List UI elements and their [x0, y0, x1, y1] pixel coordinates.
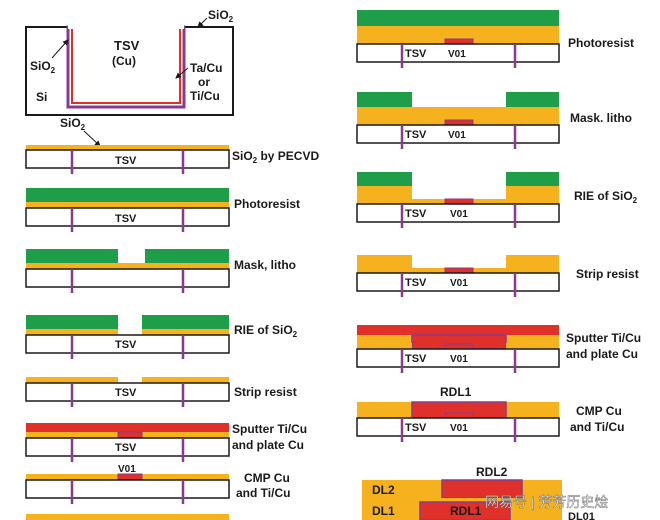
svg-text:RDL1: RDL1 — [450, 504, 482, 518]
step-r-strip-resist: TSV V01 Strip resist — [356, 255, 639, 297]
watermark: 网易号 | 芳芳历史烩 — [485, 494, 609, 510]
step-strip-resist: TSV Strip resist — [25, 377, 297, 407]
barrier-label-1: Ta/Cu — [190, 61, 222, 75]
tsv-detail: SiO2 TSV (Cu) SiO2 Si Ta/Cu or Ti/Cu — [25, 8, 234, 116]
svg-text:TSV: TSV — [405, 129, 427, 141]
step-label: RIE of SiO2 — [574, 189, 638, 205]
tsv-cu-label: (Cu) — [112, 54, 136, 68]
svg-text:DL01: DL01 — [568, 511, 595, 520]
step-r-cmp: RDL1 TSV V01 CMP Cu and Ti/Cu — [356, 385, 624, 442]
svg-text:RDL2: RDL2 — [476, 465, 508, 479]
svg-text:V01: V01 — [450, 423, 468, 434]
si-substrate — [25, 26, 234, 116]
step-label: Mask. litho — [570, 111, 632, 125]
step-label: and Ti/Cu — [570, 420, 624, 434]
svg-text:TSV: TSV — [405, 277, 427, 289]
step-mask-litho: Mask, litho — [25, 249, 296, 293]
step-label: Mask, litho — [234, 258, 296, 272]
svg-text:网易号 | 芳芳历史烩: 网易号 | 芳芳历史烩 — [485, 494, 608, 510]
step-r-sputter-plate: TSV V01 Sputter Ti/Cu and plate Cu — [356, 325, 641, 373]
svg-text:DL1: DL1 — [372, 504, 395, 518]
sio2-left-label: SiO2 — [30, 59, 56, 75]
step-label: RIE of SiO2 — [234, 323, 298, 339]
svg-text:V01: V01 — [448, 130, 466, 141]
step-sputter-plate: TSV Sputter Ti/Cu and plate Cu — [25, 422, 307, 462]
tsv-main-label: TSV — [114, 38, 140, 53]
svg-text:V01: V01 — [450, 354, 468, 365]
barrier-label-2: or — [198, 75, 210, 89]
svg-text:TSV: TSV — [115, 339, 137, 351]
step-r-rie-sio2: TSV V01 RIE of SiO2 — [356, 172, 638, 228]
step-sio2-pecvd: TSV SiO2 by PECVD — [25, 145, 319, 174]
si-label: Si — [36, 90, 47, 104]
sio2-top-label: SiO2 — [208, 8, 234, 24]
step-label: and plate Cu — [566, 347, 638, 361]
step-label: Strip resist — [234, 385, 297, 399]
svg-text:TSV: TSV — [405, 422, 427, 434]
svg-text:V01: V01 — [448, 49, 466, 60]
step-label: CMP Cu — [244, 471, 290, 485]
svg-text:TSV: TSV — [405, 208, 427, 220]
svg-text:V01: V01 — [450, 209, 468, 220]
step-label: Photoresist — [568, 36, 634, 50]
barrier-label-3: Ti/Cu — [190, 89, 220, 103]
svg-text:TSV: TSV — [405, 353, 427, 365]
svg-text:V01: V01 — [450, 278, 468, 289]
step-photoresist: TSV Photoresist — [25, 188, 300, 232]
step-cmp: V01 CMP Cu and Ti/Cu — [25, 464, 290, 520]
svg-text:SiO2: SiO2 — [60, 116, 86, 132]
step-r-dl-stack: RDL2 DL2 DL1 RDL1 DL01 — [362, 465, 595, 520]
svg-text:RDL1: RDL1 — [440, 385, 472, 399]
svg-text:TSV: TSV — [405, 48, 427, 60]
svg-text:TSV: TSV — [115, 387, 137, 399]
step-rie-sio2: TSV RIE of SiO2 — [25, 315, 298, 359]
step-label: CMP Cu — [576, 404, 622, 418]
step-r-photoresist: TSV V01 Photoresist — [356, 10, 634, 68]
svg-text:DL2: DL2 — [372, 483, 395, 497]
step-label: and plate Cu — [232, 438, 304, 452]
sio2-arrow-callout: SiO2 — [60, 116, 101, 147]
step-label: Photoresist — [234, 197, 300, 211]
step-label: Strip resist — [576, 267, 639, 281]
svg-text:TSV: TSV — [115, 442, 137, 454]
svg-text:TSV: TSV — [115, 213, 137, 225]
step-label: and Ti/Cu — [236, 486, 290, 500]
step-label: Sputter Ti/Cu — [232, 422, 307, 436]
svg-text:TSV: TSV — [115, 155, 137, 167]
step-r-mask-litho: TSV V01 Mask. litho — [356, 92, 632, 149]
step-label: Sputter Ti/Cu — [566, 331, 641, 345]
svg-text:V01: V01 — [118, 464, 136, 475]
step-label: SiO2 by PECVD — [232, 149, 319, 165]
